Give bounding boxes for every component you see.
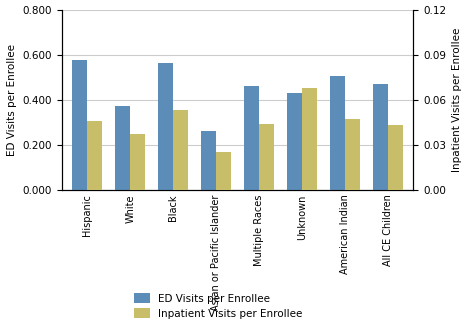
Bar bbox=[345, 119, 360, 190]
Bar bbox=[201, 131, 216, 190]
Bar bbox=[158, 63, 173, 190]
Bar bbox=[115, 107, 130, 190]
Legend: ED Visits per Enrollee, Inpatient Visits per Enrollee: ED Visits per Enrollee, Inpatient Visits… bbox=[131, 290, 306, 322]
Bar bbox=[372, 84, 388, 190]
Bar bbox=[173, 110, 188, 190]
Bar bbox=[287, 93, 302, 190]
Bar bbox=[330, 76, 345, 190]
Y-axis label: ED Visits per Enrollee: ED Visits per Enrollee bbox=[7, 44, 17, 156]
Bar bbox=[73, 60, 87, 190]
Bar bbox=[388, 125, 402, 190]
Bar bbox=[302, 88, 317, 190]
Bar bbox=[244, 86, 259, 190]
Bar bbox=[216, 152, 231, 190]
Bar bbox=[87, 121, 103, 190]
Y-axis label: Inpatient Visits per Enrollee: Inpatient Visits per Enrollee bbox=[452, 27, 462, 172]
Bar bbox=[130, 134, 145, 190]
Bar bbox=[259, 124, 274, 190]
